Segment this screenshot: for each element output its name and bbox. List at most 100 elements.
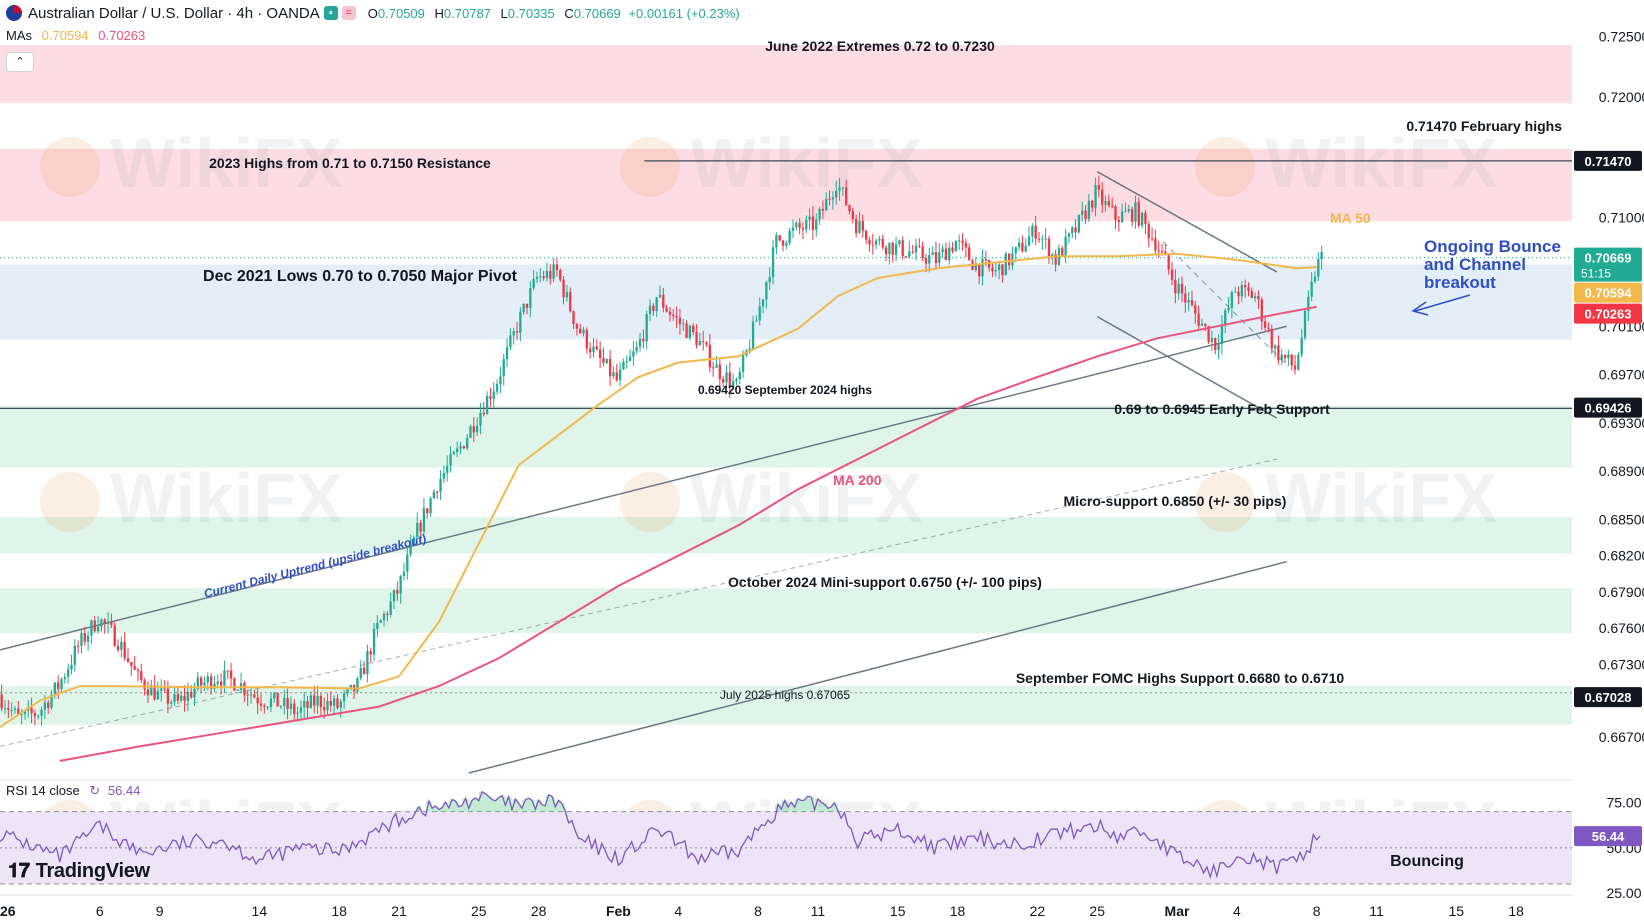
candle-body <box>678 317 682 324</box>
candle-body <box>1293 365 1297 370</box>
candle-body <box>615 372 618 380</box>
candle-body <box>273 692 276 699</box>
candle-body <box>1220 325 1224 344</box>
candle-body <box>612 372 615 377</box>
candle-body <box>76 645 80 647</box>
symbol-header[interactable]: Australian Dollar / U.S. Dollar · 4h · O… <box>6 4 740 22</box>
candle-body <box>1307 296 1310 311</box>
candle-body <box>841 187 845 189</box>
time-axis-tick: 15 <box>1449 903 1465 919</box>
ma50-label: MA 50 <box>1330 210 1371 226</box>
candle-body <box>545 271 549 279</box>
candle-body <box>881 238 884 248</box>
candle-body <box>1224 310 1227 326</box>
candle-body <box>266 706 269 708</box>
candle-body <box>761 299 765 307</box>
watermark-logo: WikiFX <box>620 459 923 537</box>
candle-body <box>994 270 997 272</box>
candle-body <box>539 276 542 278</box>
zone-label: September FOMC Highs Support 0.6680 to 0… <box>1016 670 1345 686</box>
time-axis-tick: 22 <box>1030 903 1046 919</box>
compare-icon[interactable]: = <box>341 6 356 20</box>
candle-body <box>1317 259 1320 277</box>
candle-body <box>502 359 505 377</box>
bounce-arrow <box>1414 294 1471 312</box>
candle-body <box>93 620 96 632</box>
rsi-line <box>0 790 1321 880</box>
candle-body <box>908 251 911 257</box>
candle-body <box>735 379 738 382</box>
price-badge-value: 0.69426 <box>1585 401 1632 416</box>
candle-body <box>60 679 63 690</box>
symbol-title[interactable]: Australian Dollar / U.S. Dollar · 4h · O… <box>28 4 320 22</box>
watermark-mark-icon <box>620 472 680 532</box>
candle-body <box>1253 296 1257 299</box>
watermark-logo: WikiFX <box>1195 459 1498 537</box>
zone-label: October 2024 Mini-support 0.6750 (+/- 10… <box>728 574 1042 590</box>
ma-legend[interactable]: MAs 0.70594 0.70263 <box>6 28 145 43</box>
watermark-text: WikiFX <box>110 459 343 537</box>
candle-body <box>229 670 233 679</box>
candle-body <box>213 683 216 689</box>
watermark-text: WikiFX <box>690 124 923 202</box>
candle-body <box>894 244 898 255</box>
candle-body <box>462 446 465 449</box>
candle-body <box>1144 212 1147 224</box>
time-axis-tick: 8 <box>754 903 762 919</box>
candle-body <box>482 412 485 415</box>
candle-body <box>223 670 226 686</box>
candle-body <box>263 705 266 708</box>
candle-body <box>579 328 582 334</box>
candle-body <box>781 240 785 246</box>
candle-body <box>854 219 858 234</box>
candle-body <box>146 689 150 696</box>
rsi-bouncing-label: Bouncing <box>1390 853 1464 870</box>
candle-body <box>316 695 319 706</box>
time-axis-tick: 15 <box>890 903 906 919</box>
trend-line <box>1096 315 1278 419</box>
candle-body <box>778 235 781 241</box>
rsi-settings-icon[interactable]: ↻ <box>89 783 101 798</box>
ma50-legend-value: 0.70594 <box>41 28 89 43</box>
candle-body <box>346 689 349 694</box>
candle-body <box>436 491 439 493</box>
candle-body <box>1117 220 1120 223</box>
collapse-legend-button[interactable]: ⌃ <box>6 52 34 72</box>
tradingview-logo[interactable]: 𝟏𝟕 TradingView <box>8 860 150 882</box>
candle-body <box>442 472 446 479</box>
candle-body <box>941 248 944 253</box>
candle-body <box>662 294 665 308</box>
candle-body <box>1187 300 1190 303</box>
watermark-text: WikiFX <box>1265 124 1498 202</box>
candle-body <box>356 678 359 692</box>
candle-body <box>479 412 482 426</box>
rsi-legend[interactable]: RSI 14 close ↻ 56.44 <box>6 783 140 799</box>
candle-body <box>1180 283 1184 294</box>
candle-body <box>33 713 37 717</box>
candle-body <box>123 641 126 659</box>
zone-band <box>0 405 1572 468</box>
candle-body <box>23 710 27 715</box>
time-axis-tick: 18 <box>1508 903 1524 919</box>
candle-body <box>70 664 73 670</box>
candle-body <box>645 314 648 342</box>
candle-body <box>499 376 502 385</box>
candle-body <box>1004 253 1007 276</box>
candle-body <box>419 522 422 532</box>
candle-body <box>1001 264 1004 276</box>
candle-body <box>299 707 303 713</box>
candle-body <box>688 325 692 338</box>
time-axis-tick: 25 <box>1089 903 1105 919</box>
channel-mid-line <box>1162 241 1288 366</box>
candle-body <box>160 688 163 691</box>
candle-body <box>675 316 678 318</box>
candle-body <box>296 712 299 714</box>
candle-body <box>1174 279 1177 294</box>
candle-body <box>226 670 229 672</box>
candle-body <box>811 216 815 230</box>
